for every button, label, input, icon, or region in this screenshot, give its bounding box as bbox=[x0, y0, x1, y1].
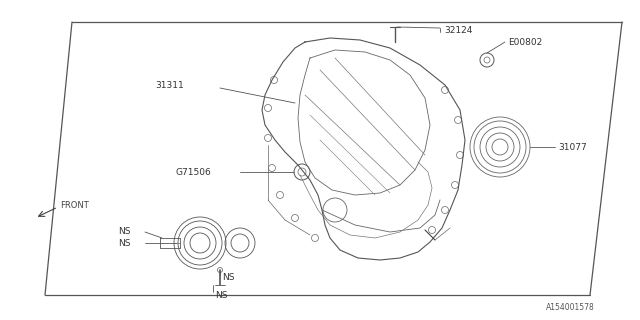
Text: 31077: 31077 bbox=[558, 142, 587, 151]
Text: 32124: 32124 bbox=[444, 26, 472, 35]
Text: 31311: 31311 bbox=[155, 81, 184, 90]
Text: NS: NS bbox=[222, 274, 234, 283]
Text: NS: NS bbox=[118, 228, 131, 236]
Text: A154001578: A154001578 bbox=[547, 303, 595, 313]
Text: NS: NS bbox=[215, 291, 227, 300]
Text: E00802: E00802 bbox=[508, 37, 542, 46]
Text: G71506: G71506 bbox=[175, 167, 211, 177]
Text: NS: NS bbox=[118, 238, 131, 247]
Text: FRONT: FRONT bbox=[60, 201, 89, 210]
